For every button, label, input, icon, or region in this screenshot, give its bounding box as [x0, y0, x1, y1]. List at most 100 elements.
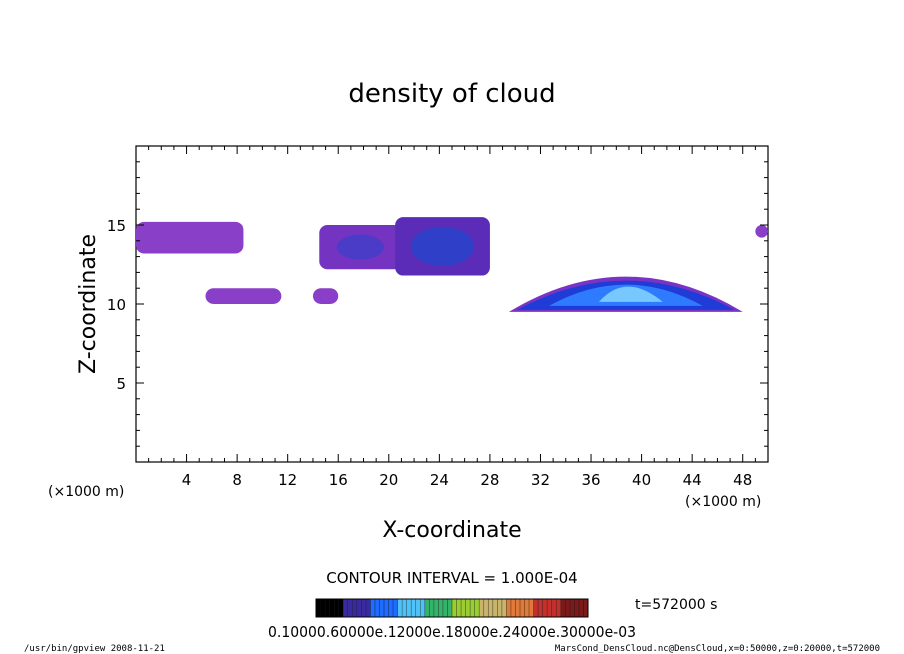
- cloud-region-left-band: [136, 221, 244, 254]
- colorbar-swatch: [483, 599, 489, 617]
- colorbar-swatch: [560, 599, 566, 617]
- colorbar-swatch: [547, 599, 552, 617]
- colorbar-swatch: [583, 599, 588, 617]
- footer-right: MarsCond_DensCloud.nc@DensCloud,x=0:5000…: [555, 644, 880, 654]
- y-tick-label: 15: [107, 217, 126, 235]
- colorbar-swatch: [397, 599, 403, 617]
- x-unit-left: (×1000 m): [48, 484, 124, 500]
- colorbar: [315, 598, 589, 618]
- colorbar-swatch: [438, 599, 443, 617]
- x-tick-label: 28: [480, 471, 499, 489]
- colorbar-swatch: [578, 599, 584, 617]
- colorbar-swatch: [501, 599, 507, 617]
- colorbar-swatch: [347, 599, 353, 617]
- region-fill: [755, 225, 768, 238]
- colorbar-swatch: [429, 599, 434, 617]
- colorbar-swatch: [402, 599, 407, 617]
- colorbar-swatch: [320, 599, 326, 617]
- colorbar-swatch: [374, 599, 380, 617]
- colorbar-swatch: [452, 599, 457, 617]
- colorbar-swatch: [447, 599, 452, 617]
- colorbar-swatch: [520, 599, 525, 617]
- colorbar-swatch: [424, 599, 430, 617]
- colorbar-swatch: [474, 599, 480, 617]
- colorbar-frame: [315, 598, 589, 618]
- colorbar-swatch: [574, 599, 579, 617]
- region-fill: [205, 288, 282, 304]
- colorbar-swatch: [479, 599, 484, 617]
- x-tick-label: 44: [683, 471, 702, 489]
- x-tick-label: 4: [182, 471, 192, 489]
- colorbar-swatch: [533, 599, 539, 617]
- y-tick-label: 5: [116, 375, 126, 393]
- colorbar-swatch: [488, 599, 493, 617]
- colorbar-swatch: [388, 599, 394, 617]
- y-axis-label: Z-coordinate: [76, 234, 101, 374]
- colorbar-tick-labels: 0.10000.60000e.12000e.18000e.24000e.3000…: [268, 623, 636, 641]
- colorbar-swatch: [515, 599, 520, 617]
- colorbar-swatch: [529, 599, 534, 617]
- colorbar-swatch: [524, 599, 530, 617]
- colorbar-swatch: [384, 599, 389, 617]
- colorbar-swatch: [497, 599, 502, 617]
- colorbar-swatch: [569, 599, 575, 617]
- colorbar-swatch: [338, 599, 344, 617]
- colorbar-swatch: [356, 599, 362, 617]
- x-tick-label: 8: [232, 471, 242, 489]
- colorbar-swatch: [325, 599, 330, 617]
- colorbar-swatch: [343, 599, 348, 617]
- cloud-region-central-cloud-a: [319, 225, 402, 270]
- x-tick-label: 12: [278, 471, 297, 489]
- time-label: t=572000 s: [635, 597, 717, 613]
- colorbar-swatch: [361, 599, 366, 617]
- colorbar-swatch: [510, 599, 516, 617]
- colorbar-swatch: [316, 599, 321, 617]
- chart-title: density of cloud: [348, 79, 555, 109]
- colorbar-swatch: [433, 599, 439, 617]
- cloud-region-edge-patch: [755, 225, 768, 238]
- x-tick-label: 32: [531, 471, 550, 489]
- arc-core: [598, 286, 663, 302]
- colorbar-swatch: [470, 599, 475, 617]
- region-core: [410, 226, 475, 266]
- colorbar-swatch: [365, 599, 371, 617]
- x-tick-label: 24: [430, 471, 449, 489]
- colorbar-swatch: [551, 599, 557, 617]
- colorbar-swatch: [415, 599, 421, 617]
- colorbar-swatch: [379, 599, 384, 617]
- colorbar-swatch: [352, 599, 357, 617]
- colorbar-swatch: [456, 599, 462, 617]
- colorbar-swatches: [315, 599, 588, 617]
- colorbar-swatch: [556, 599, 561, 617]
- cloud-region-small-patch-8: [205, 288, 282, 304]
- cloud-regions: [136, 217, 768, 312]
- colorbar-swatch: [461, 599, 466, 617]
- region-fill: [136, 221, 244, 254]
- colorbar-swatch: [465, 599, 471, 617]
- colorbar-swatch: [334, 599, 339, 617]
- x-tick-label: 16: [329, 471, 348, 489]
- x-axis-ticks: 4 8 12 16 20 24 28 32 36 40 44 48: [148, 146, 756, 489]
- cloud-region-small-patch-15: [312, 288, 339, 304]
- colorbar-swatch: [442, 599, 448, 617]
- x-axis-label: X-coordinate: [382, 518, 521, 543]
- colorbar-swatch: [420, 599, 425, 617]
- colorbar-swatch: [565, 599, 570, 617]
- colorbar-swatch: [506, 599, 511, 617]
- colorbar-swatch: [329, 599, 335, 617]
- x-unit-right: (×1000 m): [685, 494, 761, 510]
- footer-left: /usr/bin/gpview 2008-11-21: [24, 644, 165, 654]
- colorbar-swatch: [370, 599, 375, 617]
- x-tick-label: 20: [379, 471, 398, 489]
- x-tick-label: 40: [632, 471, 651, 489]
- y-tick-label: 10: [107, 296, 126, 314]
- contour-interval-label: CONTOUR INTERVAL = 1.000E-04: [326, 569, 577, 587]
- colorbar-swatch: [411, 599, 416, 617]
- colorbar-swatch: [538, 599, 543, 617]
- region-core: [336, 234, 384, 260]
- x-tick-label: 36: [581, 471, 600, 489]
- cloud-region-right-arc: [508, 276, 743, 312]
- colorbar-swatch: [542, 599, 548, 617]
